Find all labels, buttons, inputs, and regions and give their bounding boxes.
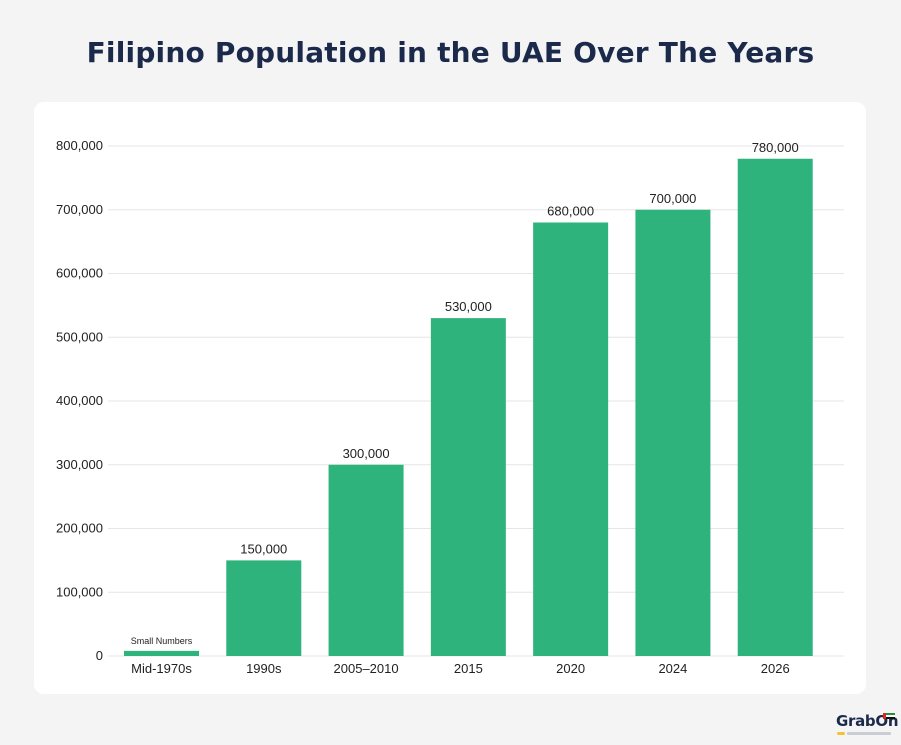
bar [328, 464, 404, 656]
bar [226, 560, 302, 656]
x-tick-label: 2005–2010 [334, 661, 399, 676]
y-tick-label: 100,000 [56, 584, 103, 599]
bar [737, 158, 813, 656]
y-axis-ticks: 0 100,000 200,000 300,000 400,000 500,000 600,… [56, 138, 103, 663]
x-tick-label: 2024 [658, 661, 687, 676]
chart-title: Filipino Population in the UAE Over The … [86, 36, 815, 69]
uae-flag-icon [883, 713, 895, 719]
x-tick-label: 1990s [246, 661, 282, 676]
bar [124, 650, 199, 656]
logo-wordmark: GrabOn [836, 712, 899, 730]
bar-chart: 0 100,000 200,000 300,000 400,000 500,000 600,… [56, 138, 844, 676]
data-label: 530,000 [445, 299, 492, 314]
grabon-logo: GrabOn [836, 712, 899, 738]
bars [124, 158, 813, 656]
y-tick-label: 800,000 [56, 138, 103, 153]
logo-tagline [847, 732, 891, 735]
x-tick-label: 2020 [556, 661, 585, 676]
logo-accent [837, 732, 845, 735]
data-label: 780,000 [752, 140, 799, 155]
y-tick-label: 300,000 [56, 457, 103, 472]
y-tick-label: 500,000 [56, 329, 103, 344]
y-tick-label: 400,000 [56, 393, 103, 408]
y-tick-label: 700,000 [56, 202, 103, 217]
chart-card: 0 100,000 200,000 300,000 400,000 500,000 600,… [34, 102, 866, 694]
bar [635, 209, 711, 656]
x-tick-label: Mid-1970s [131, 661, 192, 676]
data-label: 150,000 [240, 541, 287, 556]
y-tick-label: 0 [96, 648, 103, 663]
x-tick-label: 2015 [454, 661, 483, 676]
bar [533, 222, 609, 656]
y-tick-label: 200,000 [56, 521, 103, 536]
y-tick-label: 600,000 [56, 266, 103, 281]
bar [430, 318, 506, 656]
data-labels: Small Numbers 150,000 300,000 530,000 680,00… [131, 140, 799, 646]
x-tick-label: 2026 [761, 661, 790, 676]
x-axis-ticks: Mid-1970s 1990s 2005–2010 2015 2020 2024 2026 [131, 661, 790, 676]
data-label: Small Numbers [131, 636, 193, 646]
data-label: 700,000 [649, 191, 696, 206]
data-label: 300,000 [343, 446, 390, 461]
data-label: 680,000 [547, 204, 594, 219]
